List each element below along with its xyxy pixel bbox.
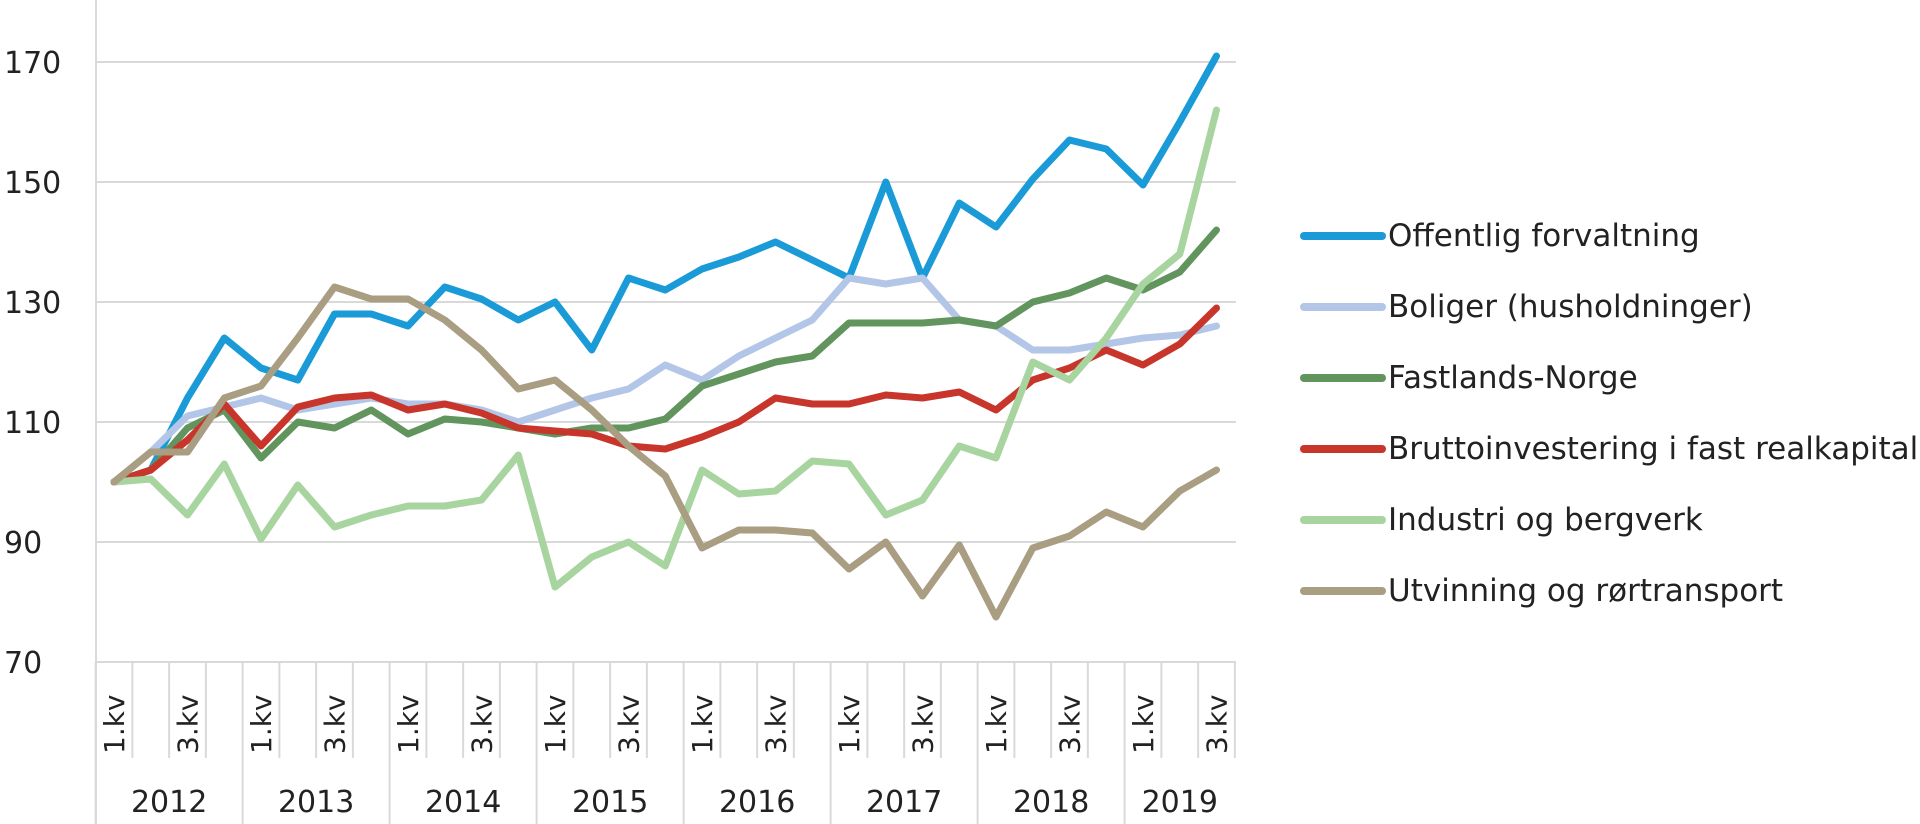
y-tick-label: 130 <box>4 286 61 321</box>
legend-swatch <box>1300 302 1386 311</box>
y-tick-label: 90 <box>4 526 42 561</box>
legend-swatch <box>1300 586 1386 595</box>
x-tick-label-year: 2014 <box>425 785 501 820</box>
x-tick-label-quarter: 1.kv <box>1127 695 1160 755</box>
series-line-2 <box>110 226 1220 486</box>
x-tick-label-year: 2015 <box>572 785 648 820</box>
x-tick-label-quarter: 3.kv <box>1201 695 1234 755</box>
x-tick-label-year: 2016 <box>719 785 795 820</box>
x-tick-label-quarter: 1.kv <box>98 695 131 755</box>
legend-swatch <box>1300 373 1386 382</box>
legend: Offentlig forvaltning Boliger (husholdnin… <box>1300 200 1918 626</box>
x-tick-label-quarter: 3.kv <box>1054 695 1087 755</box>
y-axis-ticks: 70 90 110 130 150 170 <box>4 46 61 681</box>
y-tick-label: 150 <box>4 166 61 201</box>
x-tick-label-year: 2019 <box>1142 785 1218 820</box>
series-line-3 <box>110 304 1220 486</box>
legend-swatch <box>1300 515 1386 524</box>
legend-item: Offentlig forvaltning <box>1300 200 1918 271</box>
x-tick-label-year: 2013 <box>278 785 354 820</box>
x-tick-label-quarter: 1.kv <box>392 695 425 755</box>
x-tick-label-quarter: 1.kv <box>686 695 719 755</box>
x-tick-label-year: 2012 <box>131 785 207 820</box>
legend-item: Bruttoinvestering i fast realkapital <box>1300 413 1918 484</box>
legend-item: Boliger (husholdninger) <box>1300 271 1918 342</box>
x-tick-label-year: 2018 <box>1013 785 1089 820</box>
legend-label: Industri og bergverk <box>1388 501 1703 538</box>
legend-label: Boliger (husholdninger) <box>1388 288 1753 325</box>
legend-label: Bruttoinvestering i fast realkapital <box>1388 430 1919 467</box>
legend-item: Industri og bergverk <box>1300 484 1918 555</box>
legend-label: Utvinning og rørtransport <box>1388 572 1784 609</box>
x-tick-label-quarter: 3.kv <box>907 695 940 755</box>
series-lines <box>110 52 1220 621</box>
legend-swatch <box>1300 231 1386 240</box>
series-line-0 <box>110 52 1220 486</box>
x-axis: 1.kv 3.kv 1.kv 3.kv 1.kv 3.kv 1.kv 3.kv 1.kv 3.kv… <box>94 662 1236 824</box>
y-tick-label: 70 <box>4 646 42 681</box>
legend-item: Fastlands-Norge <box>1300 342 1918 413</box>
x-tick-label-quarter: 1.kv <box>833 695 866 755</box>
x-tick-label-quarter: 1.kv <box>245 695 278 755</box>
legend-label: Offentlig forvaltning <box>1388 217 1700 254</box>
x-tick-label-quarter: 3.kv <box>466 695 499 755</box>
x-tick-label-quarter: 3.kv <box>760 695 793 755</box>
x-tick-label-year: 2017 <box>866 785 942 820</box>
y-tick-label: 110 <box>4 406 61 441</box>
legend-swatch <box>1300 444 1386 453</box>
y-tick-label: 170 <box>4 46 61 81</box>
legend-label: Fastlands-Norge <box>1388 359 1638 396</box>
x-tick-label-quarter: 3.kv <box>319 695 352 755</box>
series-line-5 <box>110 283 1220 621</box>
x-tick-label-quarter: 1.kv <box>539 695 572 755</box>
legend-item: Utvinning og rørtransport <box>1300 555 1918 626</box>
series-line-4 <box>110 106 1220 591</box>
x-tick-label-quarter: 3.kv <box>172 695 205 755</box>
x-tick-label-quarter: 3.kv <box>613 695 646 755</box>
x-tick-label-quarter: 1.kv <box>980 695 1013 755</box>
